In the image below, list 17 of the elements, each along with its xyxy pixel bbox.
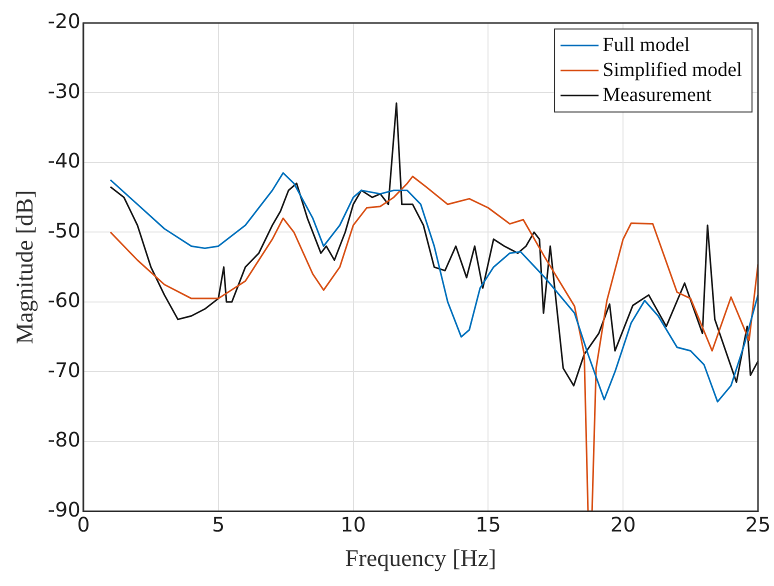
y-tick-label: -50	[48, 218, 80, 242]
x-tick-label: 10	[340, 512, 366, 536]
legend-label: Measurement	[602, 84, 712, 106]
legend-label: Simplified model	[602, 58, 742, 81]
x-tick-label: 20	[610, 512, 636, 536]
x-tick-label: 15	[475, 512, 501, 536]
y-tick-label: -20	[48, 9, 80, 34]
x-axis-title: Frequency [Hz]	[345, 546, 496, 572]
y-tick-label: -60	[48, 288, 80, 312]
y-tick-label: -80	[48, 428, 80, 452]
x-tick-label: 25	[745, 512, 771, 536]
y-tick-label: -40	[48, 148, 80, 173]
y-tick-label: -30	[48, 78, 80, 103]
x-tick-label: 5	[212, 512, 225, 536]
y-axis-title: Magnitude [dB]	[12, 190, 39, 344]
y-tick-label: -70	[48, 358, 80, 382]
legend-label: Full model	[602, 34, 690, 56]
